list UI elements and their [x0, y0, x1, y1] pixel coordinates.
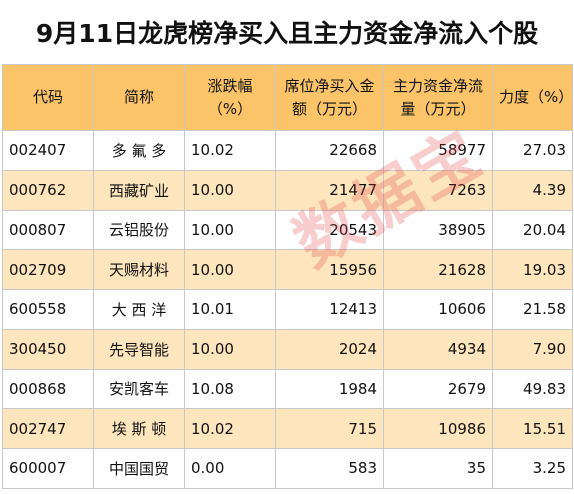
cell-strength: 19.03 — [492, 249, 573, 290]
cell-change: 10.00 — [184, 169, 276, 211]
cell-code: 000868 — [2, 368, 94, 410]
cell-code: 002709 — [2, 249, 94, 290]
table-row: 002747 埃 斯 顿 10.02 715 10986 15.51 — [2, 408, 573, 449]
header-seat-net-buy: 席位净买入金额（万元） — [275, 64, 384, 131]
cell-strength: 3.25 — [492, 448, 573, 489]
cell-seat-net-buy: 583 — [275, 448, 384, 489]
cell-main-net-flow: 4934 — [383, 328, 493, 370]
cell-seat-net-buy: 1984 — [275, 368, 384, 410]
table-row: 000868 安凯客车 10.08 1984 2679 49.83 — [2, 368, 573, 410]
table-row: 600558 大 西 洋 10.01 12413 10606 21.58 — [2, 289, 573, 330]
header-code: 代码 — [2, 64, 94, 131]
cell-change: 10.00 — [184, 209, 276, 251]
cell-name: 西藏矿业 — [93, 169, 185, 211]
cell-name: 中国国贸 — [93, 448, 185, 489]
cell-change: 10.01 — [184, 289, 276, 330]
header-change: 涨跌幅（%） — [184, 64, 276, 131]
cell-seat-net-buy: 20543 — [275, 209, 384, 251]
cell-seat-net-buy: 21477 — [275, 169, 384, 211]
cell-main-net-flow: 10606 — [383, 289, 493, 330]
cell-code: 002747 — [2, 408, 94, 449]
cell-strength: 4.39 — [492, 169, 573, 211]
cell-name: 云铝股份 — [93, 209, 185, 251]
cell-name: 埃 斯 顿 — [93, 408, 185, 449]
table-row: 600007 中国国贸 0.00 583 35 3.25 — [2, 448, 573, 489]
cell-main-net-flow: 38905 — [383, 209, 493, 251]
cell-main-net-flow: 21628 — [383, 249, 493, 290]
cell-strength: 15.51 — [492, 408, 573, 449]
cell-change: 10.00 — [184, 328, 276, 370]
table-row: 300450 先导智能 10.00 2024 4934 7.90 — [2, 328, 573, 370]
cell-code: 000807 — [2, 209, 94, 251]
cell-strength: 7.90 — [492, 328, 573, 370]
header-strength: 力度（%） — [492, 64, 573, 131]
cell-main-net-flow: 7263 — [383, 169, 493, 211]
table-row: 000762 西藏矿业 10.00 21477 7263 4.39 — [2, 169, 573, 211]
cell-strength: 21.58 — [492, 289, 573, 330]
cell-main-net-flow: 58977 — [383, 130, 493, 171]
cell-name: 先导智能 — [93, 328, 185, 370]
table-row: 000807 云铝股份 10.00 20543 38905 20.04 — [2, 209, 573, 251]
cell-seat-net-buy: 12413 — [275, 289, 384, 330]
cell-change: 10.08 — [184, 368, 276, 410]
table-header-row: 代码 简称 涨跌幅（%） 席位净买入金额（万元） 主力资金净流量（万元） 力度（… — [2, 64, 573, 131]
cell-change: 10.02 — [184, 130, 276, 171]
cell-seat-net-buy: 2024 — [275, 328, 384, 370]
cell-strength: 49.83 — [492, 368, 573, 410]
cell-seat-net-buy: 22668 — [275, 130, 384, 171]
cell-strength: 27.03 — [492, 130, 573, 171]
cell-seat-net-buy: 715 — [275, 408, 384, 449]
cell-seat-net-buy: 15956 — [275, 249, 384, 290]
dragon-tiger-table: 代码 简称 涨跌幅（%） 席位净买入金额（万元） 主力资金净流量（万元） 力度（… — [2, 64, 573, 489]
cell-name: 大 西 洋 — [93, 289, 185, 330]
cell-main-net-flow: 2679 — [383, 368, 493, 410]
cell-code: 002407 — [2, 130, 94, 171]
cell-main-net-flow: 35 — [383, 448, 493, 489]
header-main-net-flow: 主力资金净流量（万元） — [383, 64, 493, 131]
cell-code: 600007 — [2, 448, 94, 489]
cell-name: 安凯客车 — [93, 368, 185, 410]
cell-code: 000762 — [2, 169, 94, 211]
cell-code: 600558 — [2, 289, 94, 330]
table-row: 002709 天赐材料 10.00 15956 21628 19.03 — [2, 249, 573, 290]
cell-code: 300450 — [2, 328, 94, 370]
cell-change: 10.00 — [184, 249, 276, 290]
table-row: 002407 多 氟 多 10.02 22668 58977 27.03 — [2, 130, 573, 171]
header-name: 简称 — [93, 64, 185, 131]
cell-name: 天赐材料 — [93, 249, 185, 290]
cell-strength: 20.04 — [492, 209, 573, 251]
cell-change: 0.00 — [184, 448, 276, 489]
cell-change: 10.02 — [184, 408, 276, 449]
cell-name: 多 氟 多 — [93, 130, 185, 171]
page-title: 9月11日龙虎榜净买入且主力资金净流入个股 — [35, 19, 539, 48]
cell-main-net-flow: 10986 — [383, 408, 493, 449]
